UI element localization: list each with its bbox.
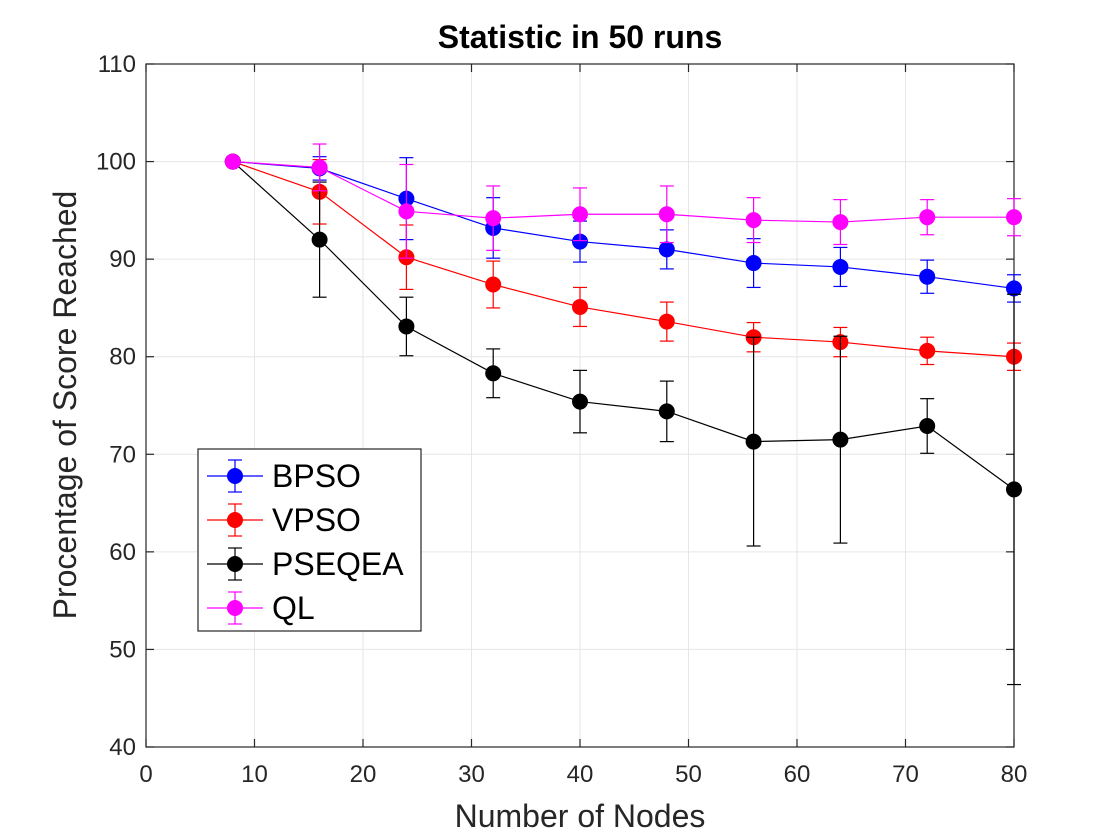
y-tick-label: 110 (98, 51, 136, 78)
series-line-pseqea (232, 161, 1015, 490)
data-point (572, 298, 588, 315)
data-point (832, 214, 849, 231)
data-point (572, 206, 588, 223)
y-tick-label: 80 (109, 344, 136, 371)
y-tick-label: 50 (109, 636, 136, 663)
series-layer (224, 143, 1022, 686)
legend-entry-pseqea: PSEQEA (207, 546, 404, 582)
x-tick-label: 10 (241, 761, 268, 788)
data-point (224, 153, 241, 170)
data-point (658, 241, 675, 258)
legend-marker (227, 556, 243, 572)
chart-title: Statistic in 50 runs (438, 19, 723, 55)
y-tick-label: 90 (109, 246, 136, 273)
legend-entry-vpso: VPSO (207, 502, 361, 538)
legend-label: QL (272, 590, 315, 626)
series-line-vpso (232, 161, 1015, 358)
data-point (919, 342, 936, 359)
x-tick-label: 70 (892, 761, 919, 788)
series-line-ql (232, 160, 1014, 223)
data-point (1006, 280, 1022, 297)
data-point (1006, 481, 1022, 498)
x-tick-label: 60 (784, 761, 811, 788)
data-point (658, 313, 675, 330)
grid (146, 64, 1014, 747)
data-point (658, 403, 675, 420)
data-point (311, 159, 328, 176)
x-tick-label: 80 (1001, 761, 1028, 788)
data-point (485, 276, 502, 293)
data-point (485, 365, 502, 382)
data-point (398, 318, 415, 335)
series-ql (224, 143, 1022, 259)
data-point (832, 431, 849, 448)
x-tick-label: 30 (458, 761, 485, 788)
x-axis-label: Number of Nodes (455, 798, 706, 834)
data-point (311, 231, 328, 248)
legend: BPSO VPSO PSEQEA QL (197, 448, 422, 632)
y-tick-label: 100 (96, 149, 136, 176)
legend-marker (227, 468, 243, 484)
legend-label: PSEQEA (272, 546, 404, 582)
data-point (919, 209, 936, 226)
data-point (745, 255, 762, 272)
series-pseqea (224, 153, 1022, 686)
data-point (398, 203, 415, 220)
legend-marker (227, 512, 243, 528)
legend-marker (227, 600, 243, 616)
y-tick-label: 40 (109, 734, 136, 761)
x-tick-label: 50 (675, 761, 702, 788)
legend-label: BPSO (272, 458, 361, 494)
data-point (832, 258, 849, 275)
series-line-bpso (232, 160, 1015, 290)
legend-entry-bpso: BPSO (207, 458, 361, 494)
y-tick-label: 70 (109, 441, 136, 468)
data-point (572, 393, 588, 410)
x-tick-label: 0 (139, 761, 152, 788)
y-axis-label: Procentage of Score Reached (47, 191, 83, 620)
data-point (485, 210, 502, 227)
x-tick-label: 20 (350, 761, 377, 788)
legend-entry-ql: QL (207, 590, 315, 626)
legend-label: VPSO (272, 502, 361, 538)
data-point (1006, 209, 1022, 226)
data-point (919, 417, 936, 434)
axis-ticks: 0 10 20 30 40 50 60 70 80 40 50 60 70 80 90 100 110 (96, 51, 1027, 788)
y-tick-label: 60 (109, 539, 136, 566)
data-point (745, 212, 762, 229)
data-point (919, 268, 936, 285)
x-tick-label: 40 (567, 761, 594, 788)
data-point (658, 206, 675, 223)
data-point (745, 433, 762, 450)
